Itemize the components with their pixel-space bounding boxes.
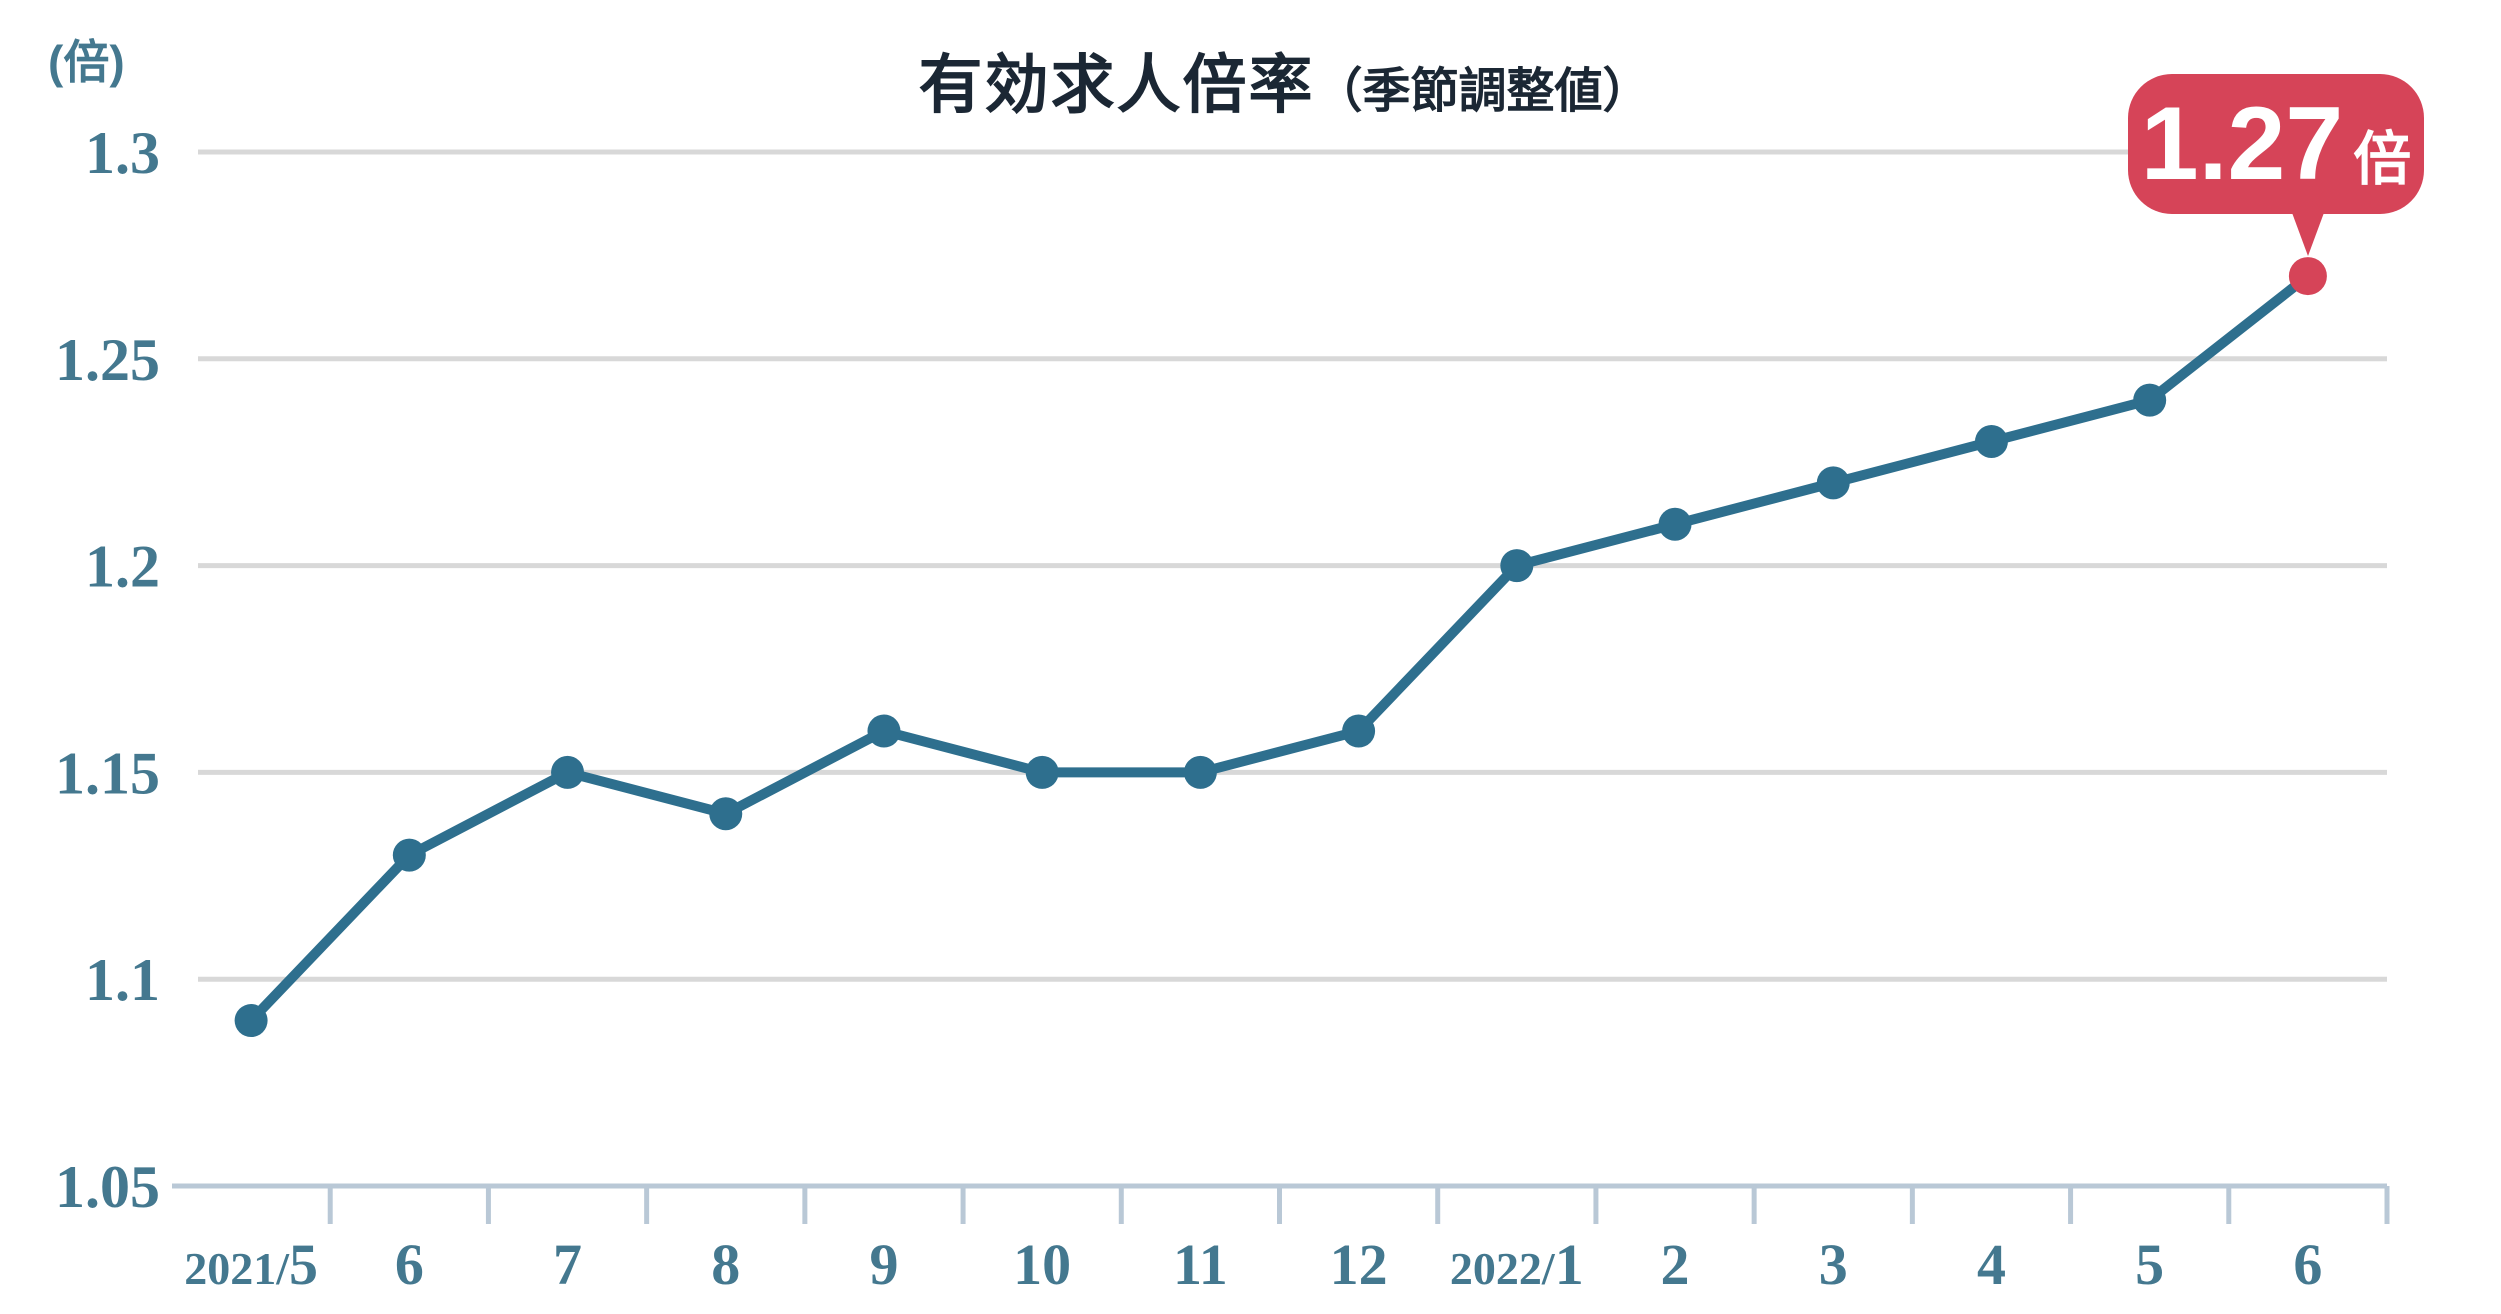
y-axis-unit-label: (倍) [48, 36, 125, 88]
x-tick-label: 6 [395, 1232, 424, 1297]
x-tick-label: 11 [1173, 1232, 1228, 1297]
x-tick-label: 12 [1330, 1232, 1388, 1297]
callout-tail-icon [2290, 210, 2325, 256]
data-point [551, 755, 585, 789]
x-tick-label: 5 [2135, 1232, 2164, 1297]
x-tick-label: 8 [711, 1232, 740, 1297]
data-point [1025, 755, 1059, 789]
callout-value: 1.27 [2140, 86, 2344, 202]
x-tick-label: 4 [1977, 1232, 2006, 1297]
x-tick-label: 2022/1 [1450, 1232, 1584, 1297]
x-tick-label: 2021/5 [184, 1232, 318, 1297]
y-tick-label: 1.2 [85, 534, 160, 600]
x-tick-label: 9 [869, 1232, 898, 1297]
x-tick-label: 3 [1819, 1232, 1848, 1297]
data-point [2133, 383, 2167, 417]
data-point-highlight [2288, 257, 2327, 296]
y-tick-label: 1.15 [55, 740, 160, 806]
y-tick-label: 1.25 [55, 327, 160, 393]
data-point [867, 714, 901, 748]
data-point [1974, 425, 2008, 459]
x-tick-label: 2 [1661, 1232, 1690, 1297]
data-point [1342, 714, 1376, 748]
data-point [1183, 755, 1217, 789]
data-line [246, 271, 2313, 1026]
data-point [709, 797, 743, 831]
callout-unit: 倍 [2353, 127, 2412, 192]
x-tick-label: 6 [2293, 1232, 2322, 1297]
y-tick-label: 1.05 [55, 1154, 160, 1220]
y-tick-label: 1.1 [85, 947, 160, 1013]
data-point [1658, 507, 1692, 541]
callout-badge: 1.27 倍 [2128, 74, 2424, 214]
chart-title-main: 有効求人倍率 [918, 49, 1315, 121]
data-point [392, 838, 426, 872]
x-tick-label: 10 [1013, 1232, 1071, 1297]
data-point [1500, 549, 1534, 583]
data-point [1816, 466, 1850, 500]
x-tick-label: 7 [553, 1232, 582, 1297]
chart-title: 有効求人倍率（季節調整値） [34, 34, 2501, 126]
y-tick-label: 1.3 [85, 120, 160, 186]
chart-title-sub: （季節調整値） [1314, 65, 1651, 118]
data-point [234, 1004, 268, 1038]
